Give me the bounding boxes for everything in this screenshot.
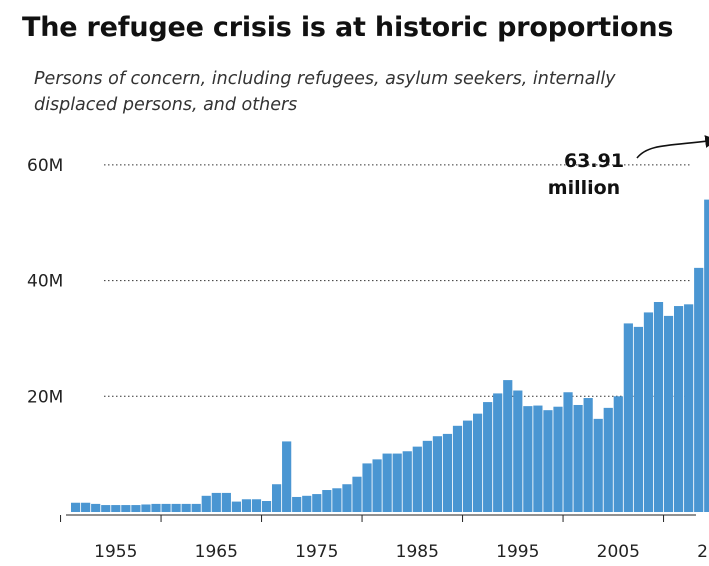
bar-1962 [181, 503, 191, 512]
bar-1975 [312, 494, 322, 512]
annotation: 63.91 million [548, 135, 709, 199]
x-tick-label: 2005 [597, 542, 640, 562]
bar-1961 [171, 503, 181, 512]
bar-1953 [91, 503, 101, 512]
gridlines [104, 164, 690, 397]
bar-1952 [81, 502, 91, 512]
x-tick-label: 1985 [396, 542, 439, 562]
bar-1958 [141, 504, 151, 512]
bar-2008 [643, 312, 654, 512]
bar-1966 [221, 492, 231, 512]
bar-1959 [151, 503, 161, 512]
bar-1968 [241, 499, 252, 512]
bar-1987 [432, 436, 442, 512]
bar-1985 [412, 446, 422, 512]
bar-1960 [161, 503, 171, 512]
bar-1977 [332, 488, 342, 512]
annotation-unit: million [548, 177, 620, 199]
x-axis: 1955 1965 1975 1985 1995 2005 2015 [60, 514, 709, 562]
bar-1965 [211, 492, 221, 512]
bar-1951 [71, 502, 81, 512]
bar-1963 [191, 503, 201, 512]
bar-1982 [382, 453, 392, 512]
bar-2013 [694, 267, 704, 512]
bar-1997 [533, 405, 543, 512]
bar-2003 [593, 418, 603, 512]
bar-1988 [442, 433, 453, 512]
bar-2005 [613, 396, 623, 512]
bar-1974 [302, 495, 312, 512]
bar-1973 [292, 496, 302, 512]
bar-1956 [121, 505, 131, 512]
bar-1976 [322, 490, 332, 512]
bar-2014 [704, 199, 709, 513]
bar-2011 [674, 306, 684, 512]
bar-1994 [503, 380, 513, 512]
bar-1995 [513, 390, 523, 512]
bar-1972 [282, 441, 292, 512]
y-tick-label: 20M [27, 387, 63, 407]
bar-1978 [342, 484, 352, 512]
annotation-arrow [636, 135, 709, 159]
y-tick-label: 60M [27, 156, 63, 176]
bar-1980 [362, 463, 372, 512]
bar-2006 [623, 323, 633, 512]
bar-1979 [352, 476, 362, 512]
y-tick-label: 40M [27, 272, 63, 292]
bar-2000 [563, 392, 573, 512]
chart-subtitle: Persons of concern, including refugees, … [34, 69, 616, 115]
bars [71, 199, 709, 513]
bar-1964 [201, 495, 211, 512]
annotation-value: 63.91 [564, 150, 624, 172]
bar-1983 [392, 453, 402, 512]
bar-1992 [483, 402, 493, 512]
bar-1996 [523, 406, 533, 512]
bar-1989 [452, 425, 463, 512]
bar-1990 [462, 420, 473, 512]
bar-1986 [422, 440, 432, 512]
x-tick-label: 1995 [496, 542, 539, 562]
bar-2002 [583, 398, 593, 512]
bar-1981 [372, 459, 382, 512]
bar-2004 [603, 407, 613, 512]
bar-1957 [131, 505, 141, 512]
x-tick-label: 2015 [697, 542, 709, 562]
bar-1984 [402, 451, 412, 512]
x-tick-label: 1965 [195, 542, 238, 562]
bar-2012 [684, 304, 694, 512]
bar-1998 [543, 410, 553, 512]
bar-1993 [493, 393, 503, 512]
bar-1991 [473, 413, 483, 512]
chart-title: The refugee crisis is at historic propor… [22, 12, 674, 43]
x-tick-label: 1955 [94, 542, 137, 562]
x-tick-label: 1975 [295, 542, 338, 562]
bar-1955 [111, 505, 121, 512]
bar-1971 [272, 484, 282, 512]
bar-1999 [553, 406, 563, 512]
bar-2010 [663, 315, 674, 512]
bar-1970 [261, 501, 272, 512]
bar-1954 [101, 505, 111, 512]
bar-2007 [633, 326, 643, 512]
bar-2001 [573, 404, 583, 512]
bar-1967 [231, 501, 241, 512]
bar-1969 [251, 499, 262, 512]
bar-2009 [653, 302, 664, 512]
y-axis-labels: 20M 40M 60M [27, 156, 63, 407]
